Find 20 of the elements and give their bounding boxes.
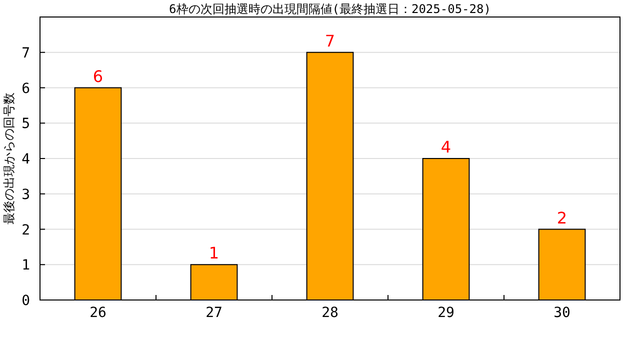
chart-title: 6枠の次回抽選時の出現間隔値(最終抽選日：2025-05-28) (169, 2, 491, 16)
y-tick-label: 7 (22, 45, 30, 62)
y-tick-label: 2 (22, 222, 30, 238)
data-label: 4 (440, 138, 452, 156)
x-tick-label: 30 (554, 305, 570, 321)
y-tick-label: 4 (22, 152, 30, 168)
x-tick-label: 28 (322, 305, 338, 321)
x-tick-label: 27 (206, 305, 222, 321)
x-tick-label: 26 (90, 305, 106, 321)
y-tick-label: 0 (22, 293, 30, 309)
y-axis-title: 最後の出現からの回号数 (2, 92, 16, 224)
data-label: 7 (324, 31, 336, 50)
y-tick-label: 6 (22, 80, 30, 97)
y-tick-label: 3 (22, 186, 30, 203)
y-tick-label: 1 (22, 258, 30, 274)
y-tick-label: 5 (22, 116, 30, 132)
data-label: 6 (92, 66, 104, 86)
data-label: 2 (556, 208, 568, 228)
x-tick-label: 29 (438, 305, 454, 321)
data-label: 1 (208, 244, 220, 263)
